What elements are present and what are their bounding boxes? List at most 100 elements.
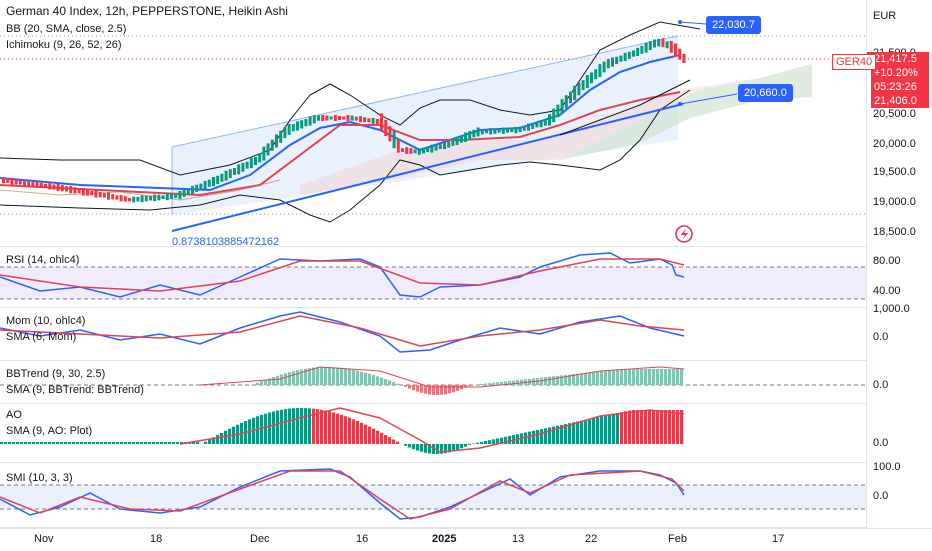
histogram-bar [460, 444, 463, 448]
histogram-bar [116, 442, 119, 444]
histogram-bar [284, 409, 287, 444]
histogram-bar [356, 421, 359, 444]
ichimoku-label[interactable]: Ichimoku (9, 26, 52, 26) [6, 38, 122, 52]
histogram-bar [372, 429, 375, 444]
histogram-bar [660, 369, 663, 385]
price-axis[interactable]: EUR 21,500.0 20,500.0 20,000.0 19,500.0 … [866, 0, 932, 528]
histogram-bar [20, 442, 23, 444]
bbtrend-label[interactable]: BBTrend (9, 30, 2.5) [6, 367, 105, 381]
histogram-bar [320, 367, 323, 385]
histogram-bar [136, 442, 139, 444]
rsi-pane[interactable]: RSI (14, ohlc4) [0, 247, 866, 308]
histogram-bar [48, 442, 51, 444]
histogram-bar [296, 370, 299, 385]
histogram-bar [268, 412, 271, 444]
histogram-bar [444, 385, 447, 394]
candle [2, 177, 5, 183]
candle [531, 123, 534, 129]
histogram-bar [664, 410, 667, 444]
histogram-bar [40, 442, 43, 444]
histogram-bar [256, 383, 259, 385]
ger40-tag[interactable]: GER40 [832, 54, 876, 70]
bbtrend-sma-label[interactable]: SMA (9, BBTrend: BBTrend) [6, 383, 144, 397]
candle [208, 180, 211, 187]
candle [241, 163, 244, 172]
currency-label[interactable]: EUR [873, 10, 896, 22]
candle [103, 193, 106, 197]
bb-label[interactable]: BB (20, SMA, close, 2.5) [6, 22, 126, 36]
smi-pane[interactable]: SMI (10, 3, 3) [0, 463, 866, 528]
histogram-bar [308, 408, 311, 444]
candle [611, 57, 614, 66]
histogram-bar [124, 442, 127, 444]
histogram-bar [488, 383, 491, 385]
rsi-label[interactable]: RSI (14, ohlc4) [6, 253, 79, 267]
histogram-bar [636, 369, 639, 385]
candle [36, 182, 39, 188]
histogram-bar [328, 411, 331, 444]
histogram-bar [280, 374, 283, 385]
candle [94, 190, 97, 197]
histogram-bar [312, 368, 315, 385]
candle [405, 147, 408, 154]
candle [422, 148, 425, 154]
candle [577, 82, 580, 95]
histogram-bar [592, 372, 595, 385]
histogram-bar [496, 382, 499, 385]
histogram-bar [676, 369, 679, 385]
candle [267, 143, 270, 155]
histogram-bar [264, 414, 267, 444]
histogram-bar [620, 369, 623, 385]
bbtrend-histogram [252, 367, 683, 395]
histogram-bar [60, 442, 63, 444]
mom-label[interactable]: Mom (10, ohlc4) [6, 314, 85, 328]
histogram-bar [584, 373, 587, 385]
callout-high[interactable]: 22,030.7 [706, 16, 761, 34]
price-change: +10.20% [871, 66, 929, 80]
histogram-bar [656, 410, 659, 444]
callout-low[interactable]: 20,660.0 [738, 84, 793, 102]
histogram-bar [584, 420, 587, 444]
histogram-bar [616, 413, 619, 444]
candle [380, 113, 383, 130]
histogram-bar [456, 385, 459, 391]
candle [435, 145, 438, 151]
histogram-bar [420, 444, 423, 452]
candle [15, 179, 18, 184]
candle [342, 117, 345, 120]
candle [414, 149, 417, 153]
ao-pane[interactable]: AO SMA (9, AO: Plot) [0, 404, 866, 463]
time-axis[interactable]: Nov 18 Dec 16 2025 13 22 Feb 17 [0, 528, 932, 551]
candle [254, 157, 257, 165]
smi-label[interactable]: SMI (10, 3, 3) [6, 471, 73, 485]
mom-pane[interactable]: Mom (10, ohlc4) SMA (6, Mom) [0, 308, 866, 361]
histogram-bar [260, 381, 263, 385]
candle [124, 196, 127, 201]
candle [514, 127, 517, 133]
histogram-bar [100, 442, 103, 444]
histogram-bar [68, 442, 71, 444]
histogram-bar [360, 423, 363, 444]
histogram-bar [352, 419, 355, 444]
histogram-bar [568, 423, 571, 444]
candle [187, 189, 190, 195]
mom-sma-label[interactable]: SMA (6, Mom) [6, 330, 76, 344]
histogram-bar [576, 421, 579, 444]
bbtrend-pane[interactable]: BBTrend (9, 30, 2.5) SMA (9, BBTrend: BB… [0, 361, 866, 404]
candle [132, 197, 135, 203]
main-chart-pane[interactable]: German 40 Index, 12h, PEPPERSTONE, Heiki… [0, 0, 866, 247]
candle [78, 189, 81, 193]
candle [510, 129, 513, 132]
histogram-bar [44, 442, 47, 444]
histogram-bar [420, 385, 423, 393]
histogram-bar [132, 442, 135, 444]
ao-label[interactable]: AO [6, 408, 22, 422]
histogram-bar [588, 419, 591, 444]
candle [556, 105, 559, 118]
histogram-bar [412, 385, 415, 390]
ao-sma-label[interactable]: SMA (9, AO: Plot) [6, 424, 92, 438]
candle [10, 178, 13, 185]
histogram-bar [652, 410, 655, 444]
candle [561, 99, 564, 114]
candle [451, 139, 454, 145]
